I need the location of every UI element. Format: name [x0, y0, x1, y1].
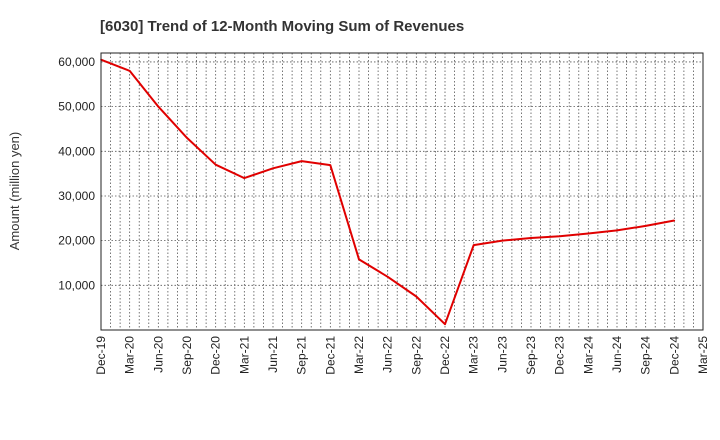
x-tick-label: Jun-20	[151, 336, 165, 373]
data-point	[673, 219, 676, 222]
x-tick-label: Jun-21	[266, 336, 280, 373]
x-tick-label: Sep-24	[639, 336, 653, 375]
data-point	[501, 239, 504, 242]
x-tick-label: Dec-21	[323, 336, 337, 375]
data-point	[386, 276, 389, 278]
x-tick-label: Dec-23	[553, 336, 567, 375]
x-tick-label: Dec-22	[438, 336, 452, 375]
x-tick-label: Jun-24	[610, 336, 624, 373]
data-point	[157, 105, 160, 108]
x-tick-label: Sep-20	[180, 336, 194, 375]
data-point	[616, 229, 618, 232]
x-tick-label: Dec-19	[94, 336, 108, 375]
data-point	[644, 225, 647, 227]
y-tick-label: 40,000	[58, 144, 95, 158]
chart-title: [6030] Trend of 12-Month Moving Sum of R…	[100, 18, 464, 35]
x-tick-label: Mar-22	[352, 336, 366, 374]
y-tick-label: 30,000	[58, 189, 95, 203]
x-tick-label: Mar-20	[123, 336, 137, 374]
x-tick-label: Sep-21	[295, 336, 309, 375]
data-point	[300, 160, 303, 162]
data-point	[444, 323, 446, 325]
x-tick-label: Sep-23	[524, 336, 538, 375]
data-point	[243, 177, 246, 179]
x-tick-label: Mar-24	[581, 336, 595, 374]
data-point	[128, 70, 131, 72]
data-points	[100, 58, 676, 325]
x-tick-label: Dec-20	[209, 336, 223, 375]
data-point	[415, 295, 418, 298]
x-tick-label: Jun-23	[495, 336, 509, 373]
grid-lines	[101, 53, 703, 330]
x-tick-label: Mar-21	[237, 336, 251, 374]
y-tick-labels: 10,000 20,000 30,000 40,000 50,000 60,000	[58, 55, 95, 292]
data-point	[358, 258, 360, 261]
data-point	[214, 163, 217, 166]
data-point	[186, 137, 188, 139]
x-tick-label: Jun-22	[381, 336, 395, 373]
y-axis-label: Amount (million yen)	[7, 132, 22, 251]
data-point	[272, 167, 274, 170]
y-tick-label: 20,000	[58, 234, 95, 248]
x-tick-label: Dec-24	[667, 336, 681, 375]
y-tick-label: 10,000	[58, 278, 95, 292]
x-tick-label: Mar-25	[696, 336, 710, 374]
data-point	[587, 232, 590, 235]
data-point	[558, 235, 561, 237]
y-tick-label: 50,000	[58, 100, 95, 114]
x-tick-label: Sep-22	[409, 336, 423, 375]
x-tick-label: Mar-23	[467, 336, 481, 374]
data-point	[329, 164, 332, 166]
x-tick-labels: Dec-19 Mar-20 Jun-20 Sep-20 Dec-20 Mar-21 Jun-…	[94, 336, 710, 375]
data-point	[472, 244, 475, 246]
y-tick-label: 60,000	[58, 55, 95, 69]
plot-area-frame	[100, 52, 704, 331]
data-point	[530, 237, 532, 239]
